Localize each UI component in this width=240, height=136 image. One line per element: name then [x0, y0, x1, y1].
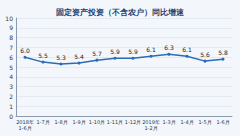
- svg-text:6: 6: [9, 54, 13, 61]
- svg-text:1: 1: [9, 103, 13, 110]
- svg-text:6.1: 6.1: [182, 46, 192, 53]
- svg-text:1-8月: 1-8月: [54, 119, 67, 125]
- svg-text:2: 2: [9, 93, 13, 100]
- svg-text:5.7: 5.7: [92, 50, 102, 57]
- svg-text:固定资产投资（不含农户）同比增速: 固定资产投资（不含农户）同比增速: [56, 7, 185, 17]
- svg-text:1-9月: 1-9月: [72, 119, 85, 125]
- svg-text:5.5: 5.5: [38, 52, 48, 59]
- svg-text:7: 7: [9, 44, 13, 51]
- svg-text:1-12月: 1-12月: [125, 119, 141, 125]
- svg-text:0: 0: [9, 113, 13, 120]
- svg-text:1-7月: 1-7月: [36, 119, 49, 125]
- svg-text:5.8: 5.8: [218, 49, 228, 56]
- svg-text:6.3: 6.3: [164, 44, 174, 51]
- svg-text:5.3: 5.3: [56, 54, 66, 61]
- svg-text:3: 3: [9, 83, 13, 90]
- svg-text:6.0: 6.0: [20, 47, 30, 54]
- svg-text:5: 5: [9, 64, 13, 71]
- svg-text:6.1: 6.1: [146, 46, 156, 53]
- svg-text:1-11月: 1-11月: [107, 119, 123, 125]
- svg-text:1-10月: 1-10月: [89, 119, 105, 125]
- svg-text:2018年: 2018年: [16, 119, 34, 125]
- svg-text:1-2月: 1-2月: [144, 125, 157, 131]
- svg-text:5.6: 5.6: [200, 51, 210, 58]
- svg-text:2019年: 2019年: [142, 119, 160, 125]
- svg-text:4: 4: [9, 73, 13, 80]
- svg-text:1-3月: 1-3月: [162, 119, 175, 125]
- svg-text:1-6月: 1-6月: [216, 119, 229, 125]
- svg-text:1-6月: 1-6月: [18, 125, 31, 131]
- svg-text:9: 9: [9, 24, 13, 31]
- svg-text:8: 8: [9, 34, 13, 41]
- svg-text:10: 10: [5, 15, 13, 22]
- svg-text:5.4: 5.4: [74, 53, 84, 60]
- svg-text:1-5月: 1-5月: [198, 119, 211, 125]
- svg-text:1-4月: 1-4月: [180, 119, 193, 125]
- svg-text:5.9: 5.9: [128, 48, 138, 55]
- svg-text:5.9: 5.9: [110, 48, 120, 55]
